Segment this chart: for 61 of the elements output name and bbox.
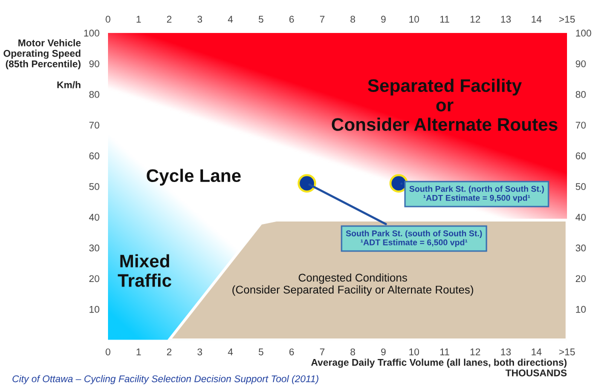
y2-tick-label: 60: [576, 152, 586, 160]
x-tick-label: 4: [228, 348, 233, 356]
x2-tick-label: 2: [166, 16, 172, 23]
x2-tick-label: 9: [381, 16, 386, 23]
x-tick-label: 13: [501, 348, 511, 356]
annotation: South Park St. (north of South St.) ¹ADT Estimate = 9,500 vpd¹: [409, 186, 544, 202]
x2-tick-label: 1: [136, 16, 141, 23]
y2-tick-label: 80: [576, 91, 586, 98]
x-tick-label: 10: [409, 348, 420, 356]
x-tick-label: 8: [350, 348, 356, 356]
x2-tick-label: 13: [501, 16, 511, 23]
x2-tick-label: 6: [289, 16, 294, 23]
x-tick-label: 6: [289, 348, 294, 356]
y-tick-label: 100: [84, 30, 100, 37]
x2-tick-label: 10: [409, 16, 420, 23]
x-tick-label: 2: [166, 348, 172, 356]
y2-tick-label: 30: [576, 244, 586, 252]
x2-tick-label: 7: [320, 16, 324, 23]
x-tick-label: 3: [197, 348, 202, 356]
x-tick-label: 7: [320, 348, 324, 356]
x2-tick-label: 14: [532, 16, 542, 23]
y-tick-label: 70: [89, 122, 100, 129]
x2-tick-label: 0: [106, 16, 110, 23]
y2-tick-label: 70: [576, 122, 586, 129]
y-tick-label: 80: [89, 91, 100, 98]
y2-tick-label: 100: [576, 30, 592, 37]
x-tick-label: 14: [532, 348, 542, 356]
x-axis-title: Average Daily Traffic Volume (all lanes, both directions) THOUSANDS: [311, 358, 567, 376]
y2-tick-label: 40: [576, 214, 586, 221]
y-tick-label: 60: [89, 152, 100, 160]
annotation: South Park St. (south of South St.) ¹ADT Estimate = 6,500 vpd¹: [346, 230, 482, 247]
y-tick-label: 30: [89, 244, 100, 252]
x2-tick-label: 8: [350, 16, 356, 23]
text: City of Ottawa – Cycling Facility Selection Decision Support Tool (2011): [12, 375, 318, 384]
y-tick-label: 20: [89, 275, 100, 282]
x2-tick-label: 5: [258, 16, 264, 23]
y-tick-label: 10: [90, 306, 100, 313]
x2-tick-label: 4: [228, 16, 233, 23]
x-tick-label: 9: [381, 348, 386, 356]
x2-tick-label: 11: [440, 16, 450, 23]
y2-tick-label: 20: [576, 275, 586, 282]
y-tick-label: 90: [89, 60, 100, 68]
annotation: Separated Facility or Consider Alternate Routes: [332, 78, 558, 131]
x-tick-label: >15: [559, 348, 575, 356]
text: Motor Vehicle Operating Speed (85th Percentile) Km/h: [4, 39, 81, 88]
x-tick-label: 0: [106, 348, 110, 356]
y2-tick-label: 50: [576, 183, 586, 190]
y-tick-label: 50: [89, 183, 100, 190]
y2-tick-label: 90: [576, 60, 586, 68]
x2-tick-label: 12: [470, 16, 480, 23]
x2-tick-label: >15: [559, 16, 575, 23]
x-tick-label: 5: [258, 348, 264, 356]
x-tick-label: 12: [470, 348, 480, 356]
x2-tick-label: 3: [197, 16, 202, 23]
annotation: Mixed Traffic: [118, 254, 172, 287]
y2-tick-label: 10: [576, 306, 586, 313]
annotation: Cycle Lane: [146, 168, 241, 186]
y-tick-label: 40: [89, 214, 100, 221]
x-tick-label: 1: [136, 348, 141, 356]
annotation: Congested Conditions (Consider Separated Facility or Alternate Routes): [232, 273, 474, 296]
x-tick-label: 11: [440, 348, 450, 356]
